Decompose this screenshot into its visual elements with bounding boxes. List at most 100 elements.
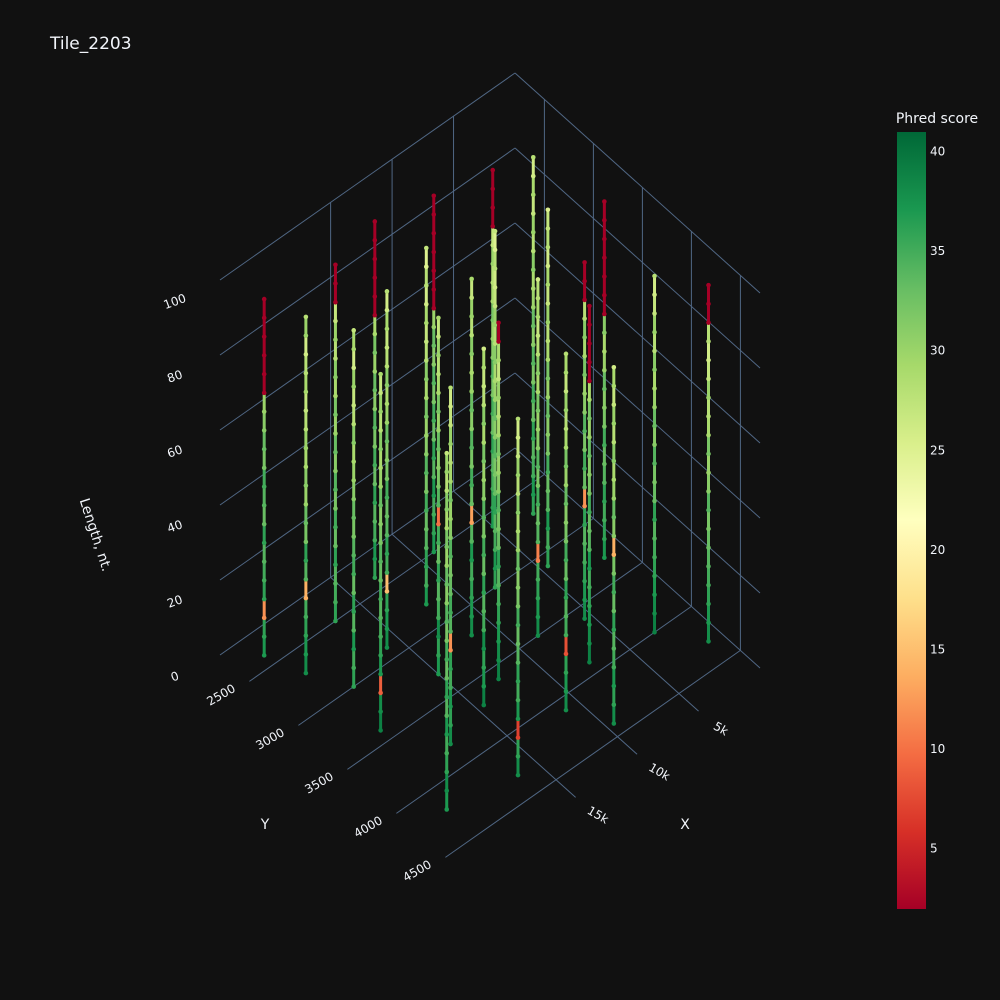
- point: [424, 433, 429, 438]
- point: [372, 481, 378, 487]
- point: [496, 582, 501, 588]
- point: [563, 576, 569, 582]
- point: [372, 556, 378, 562]
- point: [530, 211, 536, 216]
- point: [496, 470, 501, 476]
- point: [545, 488, 551, 494]
- point: [545, 526, 551, 531]
- point: [448, 741, 453, 747]
- point: [530, 417, 536, 423]
- point: [469, 539, 474, 544]
- point: [587, 453, 592, 459]
- point: [351, 384, 357, 389]
- point: [424, 283, 429, 288]
- point: [431, 380, 437, 386]
- point: [469, 332, 474, 338]
- point: [431, 230, 437, 236]
- colorbar-title: Phred score: [896, 111, 978, 127]
- point: [602, 536, 607, 542]
- point: [492, 435, 498, 440]
- point: [436, 315, 441, 321]
- point: [384, 645, 390, 650]
- z-grid-line: [219, 447, 516, 656]
- point: [706, 639, 711, 644]
- point: [424, 414, 429, 420]
- point: [652, 348, 657, 354]
- point: [611, 702, 617, 708]
- point: [492, 416, 498, 421]
- point: [384, 607, 390, 613]
- point: [448, 460, 453, 466]
- point: [444, 488, 450, 493]
- point: [444, 694, 450, 700]
- point: [469, 576, 474, 582]
- point: [431, 343, 437, 349]
- point: [582, 485, 587, 490]
- point: [545, 451, 551, 456]
- z-tick-label: 20: [165, 592, 184, 610]
- z-grid-line: [514, 297, 761, 519]
- point: [469, 314, 474, 319]
- point: [351, 403, 357, 408]
- point: [384, 326, 390, 332]
- point: [535, 352, 541, 357]
- point: [652, 367, 657, 373]
- point: [611, 439, 617, 445]
- point: [372, 312, 378, 318]
- point: [303, 483, 309, 488]
- y-grid-line: [396, 605, 692, 814]
- point: [582, 447, 587, 453]
- point: [652, 479, 657, 485]
- point: [706, 601, 711, 607]
- point: [372, 406, 378, 412]
- point: [611, 514, 617, 520]
- point: [530, 398, 536, 404]
- z-grid-line: [219, 72, 516, 281]
- point: [351, 440, 357, 446]
- point: [384, 439, 390, 444]
- point: [496, 414, 501, 419]
- point: [706, 320, 711, 325]
- point: [261, 596, 267, 602]
- z-tick-label: 80: [165, 367, 184, 385]
- point: [351, 646, 357, 652]
- point: [611, 552, 617, 558]
- point: [261, 540, 267, 546]
- point: [469, 501, 474, 507]
- axes-grid: [219, 72, 761, 858]
- point: [535, 633, 541, 639]
- point: [436, 371, 441, 377]
- point: [351, 478, 357, 483]
- point: [545, 263, 551, 269]
- point: [372, 350, 378, 356]
- point: [515, 472, 521, 478]
- point: [492, 566, 498, 571]
- point: [448, 404, 453, 409]
- point: [384, 476, 390, 482]
- chart-title: Tile_2203: [49, 34, 132, 54]
- point: [602, 292, 607, 298]
- point: [706, 301, 711, 307]
- point: [261, 615, 267, 621]
- point: [563, 520, 569, 525]
- point: [492, 585, 498, 590]
- point: [424, 377, 429, 382]
- point: [444, 788, 450, 793]
- point: [436, 634, 441, 639]
- point: [515, 641, 521, 647]
- point: [333, 393, 338, 399]
- point: [602, 311, 607, 317]
- point: [587, 322, 592, 328]
- point: [469, 445, 474, 450]
- point: [378, 409, 383, 414]
- z-tick-label: 0: [169, 669, 181, 685]
- point: [372, 537, 378, 543]
- point: [535, 502, 541, 507]
- point: [545, 282, 551, 288]
- point: [530, 155, 536, 160]
- point: [378, 559, 383, 564]
- point: [303, 577, 309, 582]
- point: [436, 390, 441, 396]
- point: [378, 596, 383, 602]
